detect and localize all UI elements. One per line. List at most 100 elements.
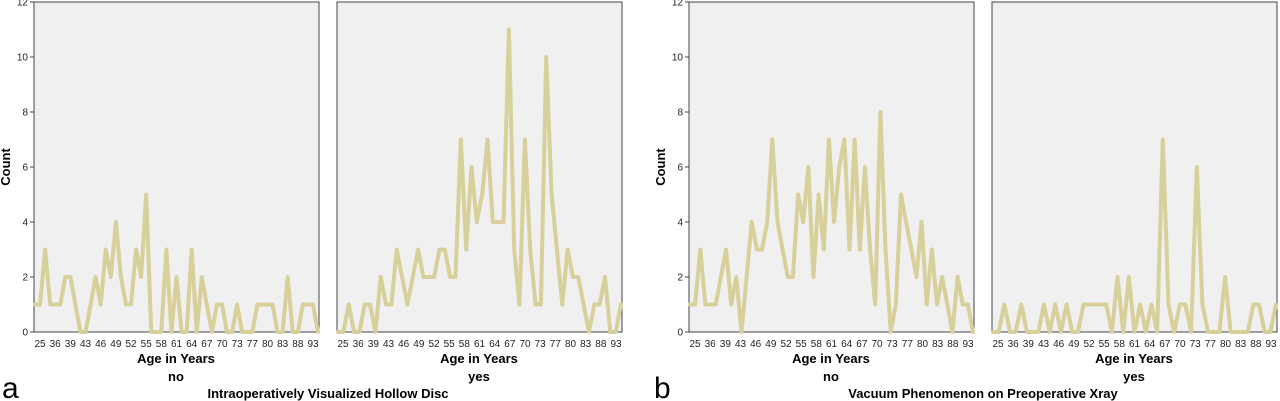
x-tick-label: 77 <box>1205 339 1217 350</box>
x-tick-label: 73 <box>232 339 244 350</box>
x-tick-label: 39 <box>368 339 380 350</box>
x-tick-label: 61 <box>171 339 183 350</box>
y-tick-label: 8 <box>677 108 683 119</box>
x-tick-label: 58 <box>459 339 471 350</box>
x-tick-label: 25 <box>689 339 701 350</box>
x-tick-label: 80 <box>1220 339 1232 350</box>
x-tick-label: 64 <box>841 339 853 350</box>
x-tick-label: 67 <box>856 339 868 350</box>
x-tick-label: 70 <box>1174 339 1186 350</box>
y-tick-label: 12 <box>17 0 29 9</box>
y-tick-label: 6 <box>677 163 683 174</box>
x-tick-label: 77 <box>247 339 259 350</box>
x-tick-label: 83 <box>932 339 944 350</box>
x-tick-label: 25 <box>992 339 1004 350</box>
x-tick-label: 64 <box>489 339 501 350</box>
y-tick-label: 10 <box>17 53 29 64</box>
x-axis-title: Age in Years <box>1095 351 1173 366</box>
panel-label-a: a <box>2 372 19 401</box>
x-tick-label: 39 <box>1023 339 1035 350</box>
y-tick-label: 2 <box>22 273 28 284</box>
x-tick-labels: 25 36 39 43 46 49 52 55 58 61 64 67 70 73 77 80 83 88 93 <box>337 339 622 350</box>
x-axis-title: Age in Years <box>137 351 215 366</box>
x-tick-label: 80 <box>262 339 274 350</box>
series-line-no <box>688 110 975 334</box>
x-tick-label: 52 <box>780 339 792 350</box>
x-tick-label: 25 <box>34 339 46 350</box>
x-tick-label: 49 <box>1068 339 1080 350</box>
x-tick-label: 93 <box>962 339 974 350</box>
x-tick-label: 39 <box>720 339 732 350</box>
y-axis-title-b: Count <box>653 148 668 186</box>
x-tick-label: 43 <box>383 339 395 350</box>
x-tick-label: 43 <box>1038 339 1050 350</box>
x-tick-label: 58 <box>1114 339 1126 350</box>
x-tick-label: 64 <box>1144 339 1156 350</box>
x-tick-label: 52 <box>125 339 137 350</box>
y-tick-label: 0 <box>22 328 28 339</box>
x-tick-label: 55 <box>1099 339 1111 350</box>
x-tick-label: 46 <box>95 339 107 350</box>
x-tick-label: 61 <box>1129 339 1141 350</box>
x-tick-label: 88 <box>947 339 959 350</box>
facet-a-yes: 25 36 39 43 46 49 52 55 58 61 64 67 70 73 77 80 83 88 93 A… <box>336 1 623 384</box>
x-tick-label: 49 <box>765 339 777 350</box>
x-tick-label: 46 <box>750 339 762 350</box>
x-tick-label: 61 <box>474 339 486 350</box>
x-tick-label: 88 <box>595 339 607 350</box>
x-tick-label: 46 <box>398 339 410 350</box>
x-tick-label: 52 <box>428 339 440 350</box>
x-tick-label: 36 <box>50 339 62 350</box>
panel-label-b: b <box>654 372 671 401</box>
y-tick-label: 10 <box>672 53 684 64</box>
x-tick-label: 73 <box>1190 339 1202 350</box>
y-tick-labels: 0 2 4 6 8 10 12 <box>672 0 689 339</box>
x-axis-title: Age in Years <box>792 351 870 366</box>
x-tick-label: 36 <box>1008 339 1020 350</box>
x-tick-label: 46 <box>1053 339 1065 350</box>
x-tick-label: 67 <box>504 339 516 350</box>
x-tick-labels: 25 36 39 43 46 49 52 55 58 61 64 67 70 73 77 80 83 88 93 <box>34 339 319 350</box>
plot-area <box>991 1 1278 333</box>
facet-label-no: no <box>823 369 839 384</box>
x-tick-label: 70 <box>871 339 883 350</box>
x-tick-label: 93 <box>307 339 319 350</box>
x-tick-labels: 25 36 39 43 46 49 52 55 58 61 64 67 70 73 77 80 83 88 93 <box>992 339 1277 350</box>
x-tick-label: 49 <box>110 339 122 350</box>
x-tick-label: 25 <box>337 339 349 350</box>
x-tick-label: 73 <box>887 339 899 350</box>
x-tick-labels: 25 36 39 43 46 49 52 55 58 61 64 67 70 73 77 80 83 88 93 <box>689 339 974 350</box>
x-tick-label: 43 <box>80 339 92 350</box>
y-tick-label: 8 <box>22 108 28 119</box>
x-tick-label: 88 <box>1250 339 1262 350</box>
x-tick-label: 55 <box>796 339 808 350</box>
y-tick-label: 4 <box>677 218 683 229</box>
x-tick-label: 80 <box>565 339 577 350</box>
x-tick-label: 64 <box>186 339 198 350</box>
facet-label-yes: yes <box>468 369 490 384</box>
series-line-yes <box>991 137 1278 334</box>
series-line-yes <box>336 27 623 334</box>
x-tick-label: 55 <box>141 339 153 350</box>
y-tick-label: 4 <box>22 218 28 229</box>
x-tick-label: 88 <box>292 339 304 350</box>
x-tick-label: 73 <box>535 339 547 350</box>
facet-label-no: no <box>168 369 184 384</box>
x-tick-label: 58 <box>156 339 168 350</box>
series-line-no <box>33 192 320 334</box>
y-tick-label: 12 <box>672 0 684 9</box>
x-tick-label: 77 <box>902 339 914 350</box>
x-tick-label: 67 <box>201 339 213 350</box>
x-tick-label: 52 <box>1083 339 1095 350</box>
facet-b-yes: 25 36 39 43 46 49 52 55 58 61 64 67 70 73 77 80 83 88 93 A… <box>991 1 1278 384</box>
x-tick-label: 83 <box>1235 339 1247 350</box>
x-tick-label: 80 <box>917 339 929 350</box>
x-tick-label: 67 <box>1159 339 1171 350</box>
x-tick-label: 77 <box>550 339 562 350</box>
y-tick-label: 2 <box>677 273 683 284</box>
x-tick-label: 93 <box>610 339 622 350</box>
